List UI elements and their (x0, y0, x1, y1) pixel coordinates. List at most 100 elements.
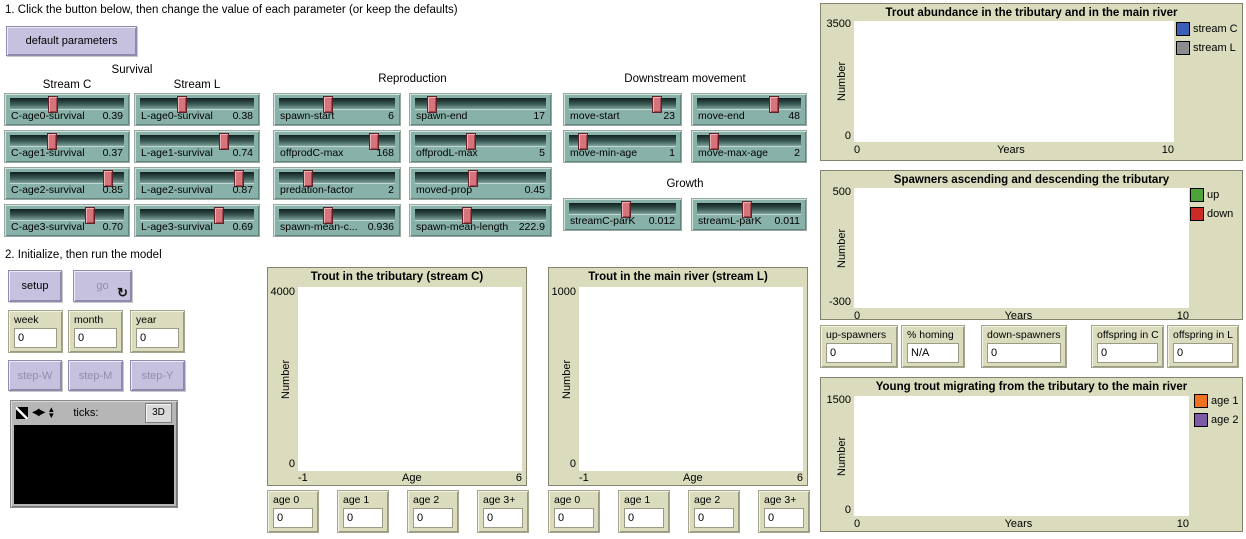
slider-c-age2-survival[interactable]: C-age2-survival 0.85 (4, 167, 130, 200)
slider-handle[interactable] (219, 133, 230, 150)
slider-label: C-age0-survival (11, 110, 85, 122)
slider-handle[interactable] (303, 170, 313, 187)
legend-label: stream L (1193, 42, 1236, 54)
legend-item-age1: age 1 (1194, 394, 1239, 408)
monitor-label: month (74, 314, 104, 326)
slider-track[interactable] (140, 170, 254, 187)
slider-handle[interactable] (84, 207, 95, 224)
slider-track[interactable] (415, 96, 546, 113)
slider-move-end[interactable]: move-end 48 (691, 93, 807, 126)
slider-handle[interactable] (322, 207, 333, 224)
slider-track[interactable] (415, 170, 546, 187)
slider-offprodc-max[interactable]: offprodC-max 168 (273, 130, 401, 163)
vertical-arrows-icon[interactable]: ▲ ▼ (47, 406, 55, 419)
slider-spawn-mean-c[interactable]: spawn-mean-c... 0.936 (273, 204, 401, 237)
slider-handle[interactable] (47, 133, 58, 150)
monitor-value: 0 (14, 328, 57, 348)
plot-migrants: Young trout migrating from the tributary… (820, 377, 1243, 532)
slider-move-min-age[interactable]: move-min-age 1 (563, 130, 682, 163)
slider-c-age0-survival[interactable]: C-age0-survival 0.39 (4, 93, 130, 126)
world-view-canvas[interactable] (14, 425, 174, 504)
legend-item-down: down (1190, 207, 1233, 221)
step-m-button[interactable]: step-M (68, 360, 123, 391)
slider-label: spawn-end (416, 110, 468, 122)
x-min-tick: -1 (579, 472, 589, 484)
slider-l-age1-survival[interactable]: L-age1-survival 0.74 (134, 130, 260, 163)
slider-label: L-age2-survival (141, 184, 213, 196)
slider-l-age0-survival[interactable]: L-age0-survival 0.38 (134, 93, 260, 126)
slider-move-start[interactable]: move-start 23 (563, 93, 682, 126)
slider-track[interactable] (279, 96, 395, 113)
slider-value: 0.936 (367, 221, 394, 233)
slider-track[interactable] (140, 207, 254, 224)
slider-handle[interactable] (234, 170, 245, 187)
slider-handle[interactable] (48, 96, 59, 113)
slider-track[interactable] (279, 170, 395, 187)
slider-track[interactable] (569, 201, 676, 218)
monitor-week: week 0 (8, 310, 63, 353)
slider-l-age3-survival[interactable]: L-age3-survival 0.69 (134, 204, 260, 237)
slider-track[interactable] (415, 207, 546, 224)
slider-handle[interactable] (620, 201, 631, 218)
slider-spawn-end[interactable]: spawn-end 17 (409, 93, 552, 126)
slider-track[interactable] (569, 133, 676, 150)
slider-c-age1-survival[interactable]: C-age1-survival 0.37 (4, 130, 130, 163)
slider-value: 0.37 (102, 147, 123, 159)
slider-handle[interactable] (213, 207, 224, 224)
slider-handle[interactable] (427, 96, 438, 113)
slider-l-age2-survival[interactable]: L-age2-survival 0.87 (134, 167, 260, 200)
slider-spawn-start[interactable]: spawn-start 6 (273, 93, 401, 126)
slider-streaml-park[interactable]: streamL-parK 0.011 (691, 198, 807, 231)
slider-handle[interactable] (577, 133, 588, 150)
slider-track[interactable] (697, 201, 801, 218)
view-control-bar: ◀▶ ▲ ▼ ticks: 3D (11, 401, 177, 424)
slider-track[interactable] (10, 207, 124, 224)
slider-offprodl-max[interactable]: offprodL-max 5 (409, 130, 552, 163)
slider-track[interactable] (697, 96, 801, 113)
slider-c-age3-survival[interactable]: C-age3-survival 0.70 (4, 204, 130, 237)
resize-diagonal-icon[interactable] (16, 406, 28, 419)
slider-track[interactable] (10, 96, 124, 113)
monitor-label: age 2 (413, 494, 440, 506)
setup-button[interactable]: setup (8, 270, 62, 302)
slider-move-max-age[interactable]: move-max-age 2 (691, 130, 807, 163)
slider-handle[interactable] (768, 96, 779, 113)
group-header-reproduction: Reproduction (378, 73, 447, 85)
slider-track[interactable] (140, 133, 254, 150)
step-y-button[interactable]: step-Y (130, 360, 185, 391)
y-axis-label: Number (836, 436, 848, 476)
slider-spawn-mean-length[interactable]: spawn-mean-length 222.9 (409, 204, 552, 237)
step-w-button[interactable]: step-W (8, 360, 62, 391)
monitor-offspring-l: offspring in L 0 (1167, 325, 1239, 368)
go-button[interactable]: go ↻ (73, 270, 132, 302)
slider-moved-prop[interactable]: moved-prop 0.45 (409, 167, 552, 200)
slider-handle[interactable] (369, 133, 380, 150)
slider-handle[interactable] (462, 207, 473, 224)
slider-track[interactable] (415, 133, 546, 150)
slider-handle[interactable] (466, 133, 477, 150)
view-3d-button[interactable]: 3D (145, 402, 172, 423)
slider-label: offprodL-max (416, 147, 478, 159)
slider-handle[interactable] (103, 170, 114, 187)
slider-predation-factor[interactable]: predation-factor 2 (273, 167, 401, 200)
legend-label: up (1207, 189, 1220, 201)
slider-value: 0.69 (232, 221, 253, 233)
slider-handle[interactable] (741, 201, 752, 218)
slider-track[interactable] (279, 133, 395, 150)
horizontal-arrows-icon[interactable]: ◀▶ (32, 406, 45, 418)
slider-handle[interactable] (708, 133, 719, 150)
slider-track[interactable] (569, 96, 676, 113)
monitor-label: age 0 (554, 494, 581, 506)
slider-track[interactable] (10, 133, 124, 150)
slider-track[interactable] (140, 96, 254, 113)
slider-track[interactable] (279, 207, 395, 224)
slider-track[interactable] (10, 170, 124, 187)
slider-handle[interactable] (322, 96, 333, 113)
slider-track[interactable] (697, 133, 801, 150)
slider-streamc-park[interactable]: streamC-parK 0.012 (563, 198, 682, 231)
default-parameters-button[interactable]: default parameters (6, 26, 137, 56)
slider-handle[interactable] (651, 96, 662, 113)
slider-handle[interactable] (467, 170, 478, 187)
slider-handle[interactable] (177, 96, 188, 113)
monitor-label: age 3+ (764, 494, 797, 506)
